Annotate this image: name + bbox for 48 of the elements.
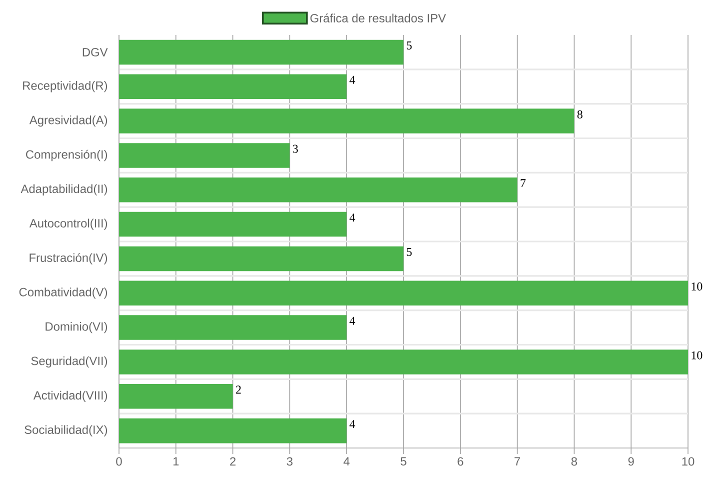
data-label: 7 bbox=[520, 179, 526, 188]
bar bbox=[119, 280, 688, 306]
y-tick-label: Actividad(VIII) bbox=[33, 390, 108, 402]
x-tick-label: 4 bbox=[344, 457, 350, 466]
bar bbox=[119, 108, 574, 134]
y-tick-label: Receptividad(R) bbox=[23, 81, 108, 92]
data-label: 5 bbox=[406, 248, 412, 256]
x-tick-label: 8 bbox=[571, 457, 578, 466]
bar bbox=[119, 418, 347, 444]
x-tick-label: 7 bbox=[514, 457, 520, 466]
bar bbox=[119, 177, 518, 202]
data-label: 4 bbox=[350, 214, 356, 222]
y-tick-label: Agresividad(A) bbox=[29, 115, 108, 127]
data-label: 4 bbox=[350, 316, 356, 325]
x-tick-label: 1 bbox=[173, 457, 179, 466]
legend-label: Gráfica de resultados IPV bbox=[310, 14, 446, 22]
x-tick-label: 5 bbox=[400, 457, 406, 466]
bar bbox=[119, 315, 347, 340]
x-tick-label: 6 bbox=[458, 457, 464, 466]
y-tick-label: DGV bbox=[82, 48, 108, 56]
bar bbox=[119, 40, 404, 65]
data-label: 4 bbox=[350, 76, 356, 84]
y-tick-label: Adaptabilidad(II) bbox=[20, 184, 108, 196]
data-label: 4 bbox=[350, 420, 356, 428]
data-label: 10 bbox=[692, 351, 702, 360]
bar bbox=[119, 246, 404, 272]
x-tick-label: 0 bbox=[116, 457, 122, 466]
bar bbox=[119, 212, 347, 237]
y-tick-label: Seguridad(VII) bbox=[31, 356, 108, 368]
bar bbox=[119, 143, 290, 168]
y-tick-label: Comprensión(I) bbox=[26, 150, 108, 162]
x-tick-label: 2 bbox=[230, 457, 236, 466]
data-label: 10 bbox=[692, 282, 702, 290]
y-tick-label: Sociabilidad(IX) bbox=[24, 425, 108, 436]
x-tick-label: 3 bbox=[286, 457, 293, 466]
y-tick-label: Combatividad(V) bbox=[19, 288, 108, 299]
y-tick-label: Frustración(IV) bbox=[30, 253, 108, 264]
data-label: 8 bbox=[577, 110, 582, 118]
y-tick-label: Autocontrol(III) bbox=[29, 218, 108, 230]
x-tick-label: 10 bbox=[682, 457, 694, 466]
bar bbox=[119, 350, 688, 374]
data-label: 3 bbox=[292, 144, 298, 153]
y-tick-label: Dominio(VI) bbox=[46, 322, 108, 334]
data-label: 5 bbox=[406, 42, 412, 50]
data-label: 2 bbox=[236, 386, 241, 394]
x-tick-label: 9 bbox=[628, 457, 634, 466]
bar bbox=[119, 384, 233, 409]
bar bbox=[119, 74, 347, 100]
